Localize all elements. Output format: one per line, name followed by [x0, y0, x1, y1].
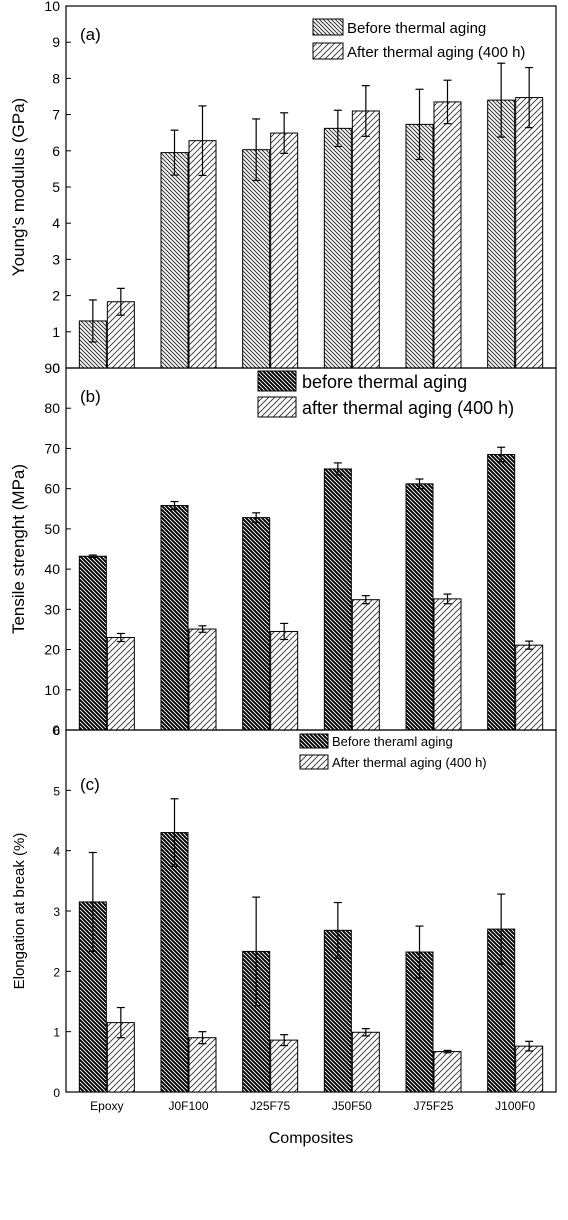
panel-c-bar-after	[351, 1031, 380, 1093]
panel-c-ytick-label: 0	[53, 1086, 60, 1100]
panel-b-ytick-label: 10	[44, 682, 60, 698]
panel-c-ylabel: Elongation at break (%)	[11, 833, 28, 990]
x-axis-label: Composites	[269, 1130, 353, 1147]
legend-c-swatch-before	[299, 733, 329, 749]
x-category-label: Epoxy	[90, 1099, 123, 1113]
panel-b-ytick-label: 80	[44, 400, 60, 416]
panel-a-ytick-label: 5	[52, 179, 60, 195]
panel-b-ytick-label: 50	[44, 521, 60, 537]
legend-a-label-before: Before thermal aging	[347, 20, 486, 37]
panel-b-bar-after	[106, 636, 135, 731]
panel-a-bar-after	[188, 140, 217, 369]
panel-a-bar-after	[270, 132, 299, 369]
panel-c-label: (c)	[80, 775, 100, 794]
panel-a-bar-before	[487, 99, 516, 369]
panel-c-bar-after	[188, 1037, 217, 1093]
panel-a-bar-before	[242, 149, 271, 369]
panel-c-ytick-label: 4	[53, 845, 60, 859]
legend-b-swatch-before	[257, 370, 297, 392]
legend-b-label-after: after thermal aging (400 h)	[302, 398, 514, 418]
panel-b-ytick-label: 20	[44, 642, 60, 658]
panel-a-ytick-label: 9	[52, 34, 60, 50]
panel-a-bar-after	[433, 101, 462, 369]
x-category-label: J75F25	[413, 1099, 453, 1113]
panel-a-legend: Before thermal aging After thermal aging…	[312, 18, 525, 61]
panel-a-ytick-label: 4	[52, 215, 60, 231]
panel-b-ytick-label: 30	[44, 601, 60, 617]
panel-a-bar-after	[515, 97, 544, 369]
panel-c-ytick-label: 1	[53, 1026, 60, 1040]
panel-b-bar-after	[351, 599, 380, 731]
panel-c-ytick-label: 5	[53, 784, 60, 798]
panel-a-bar-before	[405, 123, 434, 369]
panel-b-ytick-label: 0	[52, 722, 60, 738]
panel-b-bar-after	[188, 628, 217, 731]
panel-a-ylabel: Young's modulus (GPa)	[9, 98, 28, 276]
panel-b-bars	[78, 446, 544, 731]
panel-b-bar-before	[487, 453, 516, 731]
panel-a-ytick-label: 7	[52, 107, 60, 123]
panel-b-legend: before thermal aging after thermal aging…	[257, 370, 514, 418]
panel-b: (b) Tensile strenght (MPa) 0102030405060…	[9, 360, 557, 738]
panel-b-bar-before	[78, 555, 107, 731]
panel-c-ytick-label: 3	[53, 905, 60, 919]
legend-b-swatch-after	[257, 396, 297, 418]
panel-b-bar-after	[433, 598, 462, 731]
panel-a-ytick-label: 0	[52, 360, 60, 376]
panel-c-bar-after	[433, 1051, 462, 1093]
panel-b-bar-before	[323, 468, 352, 731]
panel-c-bars	[78, 798, 544, 1093]
panel-a-ytick-label: 1	[52, 324, 60, 340]
x-axis-categories: Epoxy J0F100 J25F75 J50F50 J75F25 J100F0	[90, 1099, 535, 1113]
panel-a-ytick-label: 6	[52, 143, 60, 159]
panel-c-ytick-label: 2	[53, 965, 60, 979]
legend-a-swatch-before	[312, 18, 344, 36]
panel-c-frame	[65, 729, 557, 1093]
panel-b-ytick-label: 40	[44, 561, 60, 577]
panel-a-bar-before	[160, 152, 189, 369]
panel-a-ytick-label: 10	[44, 0, 60, 14]
panel-c-ytick-label: 6	[53, 724, 60, 738]
panel-b-bar-before	[405, 483, 434, 731]
legend-b-label-before: before thermal aging	[302, 372, 467, 392]
panel-b-frame	[65, 367, 557, 731]
panel-b-bar-after	[515, 644, 544, 731]
panel-b-ytick-label: 70	[44, 440, 60, 456]
panel-b-ylabel: Tensile strenght (MPa)	[9, 464, 28, 634]
panel-b-ytick-label: 60	[44, 481, 60, 497]
panel-a-ytick-label: 3	[52, 251, 60, 267]
legend-a-label-after: After thermal aging (400 h)	[347, 44, 525, 61]
panel-b-ytick-label: 90	[44, 360, 60, 376]
panel-a-bar-after	[351, 110, 380, 369]
panel-c-bar-before	[160, 832, 189, 1093]
panel-c-bar-after	[515, 1045, 544, 1093]
x-category-label: J25F75	[250, 1099, 290, 1113]
panel-b-bar-after	[270, 630, 299, 731]
legend-c-swatch-after	[299, 754, 329, 770]
panel-c-ticks: 0 1 2 3 4 5 6	[53, 724, 516, 1100]
panel-a-bars	[78, 62, 544, 369]
x-category-label: J50F50	[332, 1099, 372, 1113]
panel-a-ytick-label: 8	[52, 70, 60, 86]
x-category-label: J100F0	[495, 1099, 535, 1113]
panel-a: (a) Young's modulus (GPa) 0 1 2 3 4 5 6 7 8 9 10 B…	[9, 0, 557, 376]
x-category-label: J0F100	[168, 1099, 208, 1113]
panel-b-bar-before	[242, 517, 271, 731]
legend-c-label-before: Before theraml aging	[332, 734, 453, 749]
panel-b-label: (b)	[80, 387, 101, 406]
panel-c-bar-after	[270, 1039, 299, 1093]
legend-a-swatch-after	[312, 42, 344, 60]
panel-a-bar-before	[323, 127, 352, 369]
panel-a-ytick-label: 2	[52, 288, 60, 304]
panel-c-legend: Before theraml aging After thermal aging…	[299, 733, 487, 770]
panel-b-bar-before	[160, 505, 189, 731]
panel-a-label: (a)	[80, 25, 101, 44]
legend-c-label-after: After thermal aging (400 h)	[332, 755, 487, 770]
panel-c: (c) Elongation at break (%) 0 1 2 3 4 5 6 Befo…	[11, 724, 557, 1100]
